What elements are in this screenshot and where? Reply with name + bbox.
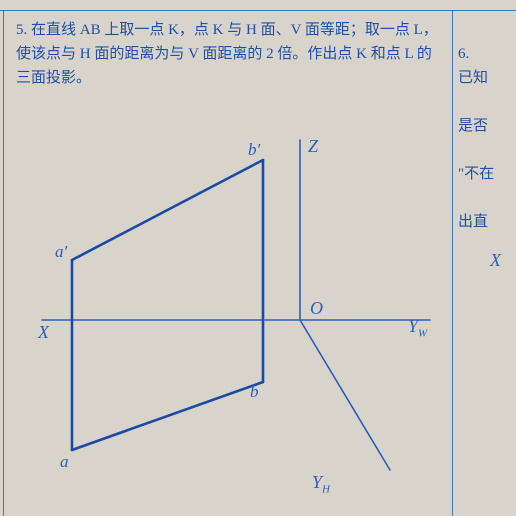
x-right-peek-label: X <box>490 250 501 271</box>
page: 5. 在直线 AB 上取一点 K，点 K 与 H 面、V 面等距；取一点 L，使… <box>0 0 516 516</box>
z-axis-label: Z <box>308 136 318 157</box>
b-label: b <box>250 382 259 402</box>
problem-5-body: 在直线 AB 上取一点 K，点 K 与 H 面、V 面等距；取一点 L，使该点与… <box>16 22 438 86</box>
problem-5-text: 5. 在直线 AB 上取一点 K，点 K 与 H 面、V 面等距；取一点 L，使… <box>16 18 446 90</box>
diagram-svg <box>0 120 516 516</box>
problem-6-number: 6. <box>458 46 469 62</box>
yh-main: Y <box>312 472 322 492</box>
yh-sub: H <box>322 484 330 496</box>
x-axis-label: X <box>38 322 49 343</box>
yw-sub: W <box>418 328 427 340</box>
a-label: a <box>60 452 69 472</box>
yh-axis-label: YH <box>312 472 330 496</box>
a-prime-label: a′ <box>55 242 67 262</box>
yw-axis-label: YW <box>408 316 427 340</box>
b-prime-label: b′ <box>248 140 260 160</box>
problem-6-l0: 已知 <box>458 70 488 86</box>
problem-5-number: 5. <box>16 22 27 38</box>
diagram: Z O X YW YH a′ b′ b a X <box>0 120 516 516</box>
origin-label: O <box>310 298 323 319</box>
top-rule <box>0 10 516 11</box>
yw-main: Y <box>408 316 418 336</box>
